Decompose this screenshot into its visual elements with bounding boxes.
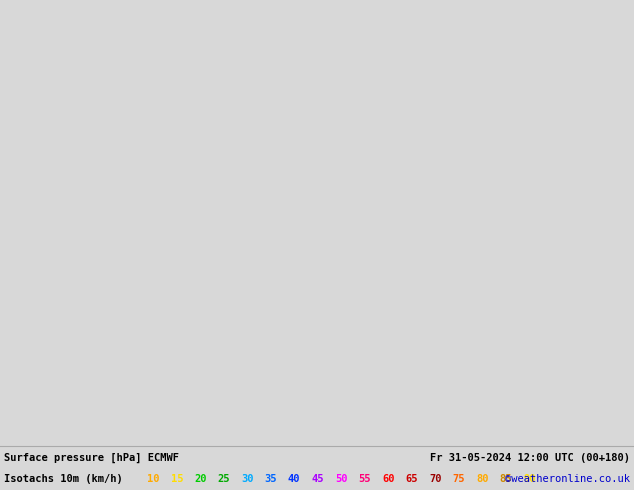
Text: 35: 35 [264, 474, 277, 484]
Text: Surface pressure [hPa] ECMWF: Surface pressure [hPa] ECMWF [4, 452, 179, 463]
Text: 70: 70 [429, 474, 441, 484]
Text: 45: 45 [311, 474, 324, 484]
Text: 15: 15 [171, 474, 183, 484]
Text: ©weatheronline.co.uk: ©weatheronline.co.uk [505, 474, 630, 484]
Text: 50: 50 [335, 474, 347, 484]
Text: 10: 10 [147, 474, 160, 484]
Text: 80: 80 [476, 474, 489, 484]
Text: 75: 75 [453, 474, 465, 484]
Text: 65: 65 [406, 474, 418, 484]
Text: Isotachs 10m (km/h): Isotachs 10m (km/h) [4, 474, 123, 484]
Text: 60: 60 [382, 474, 394, 484]
Text: 55: 55 [358, 474, 371, 484]
Text: 30: 30 [241, 474, 254, 484]
Text: 85: 85 [500, 474, 512, 484]
Text: 40: 40 [288, 474, 301, 484]
Text: 20: 20 [194, 474, 207, 484]
Text: 25: 25 [217, 474, 230, 484]
Text: 90: 90 [523, 474, 536, 484]
Text: Fr 31-05-2024 12:00 UTC (00+180): Fr 31-05-2024 12:00 UTC (00+180) [430, 453, 630, 463]
